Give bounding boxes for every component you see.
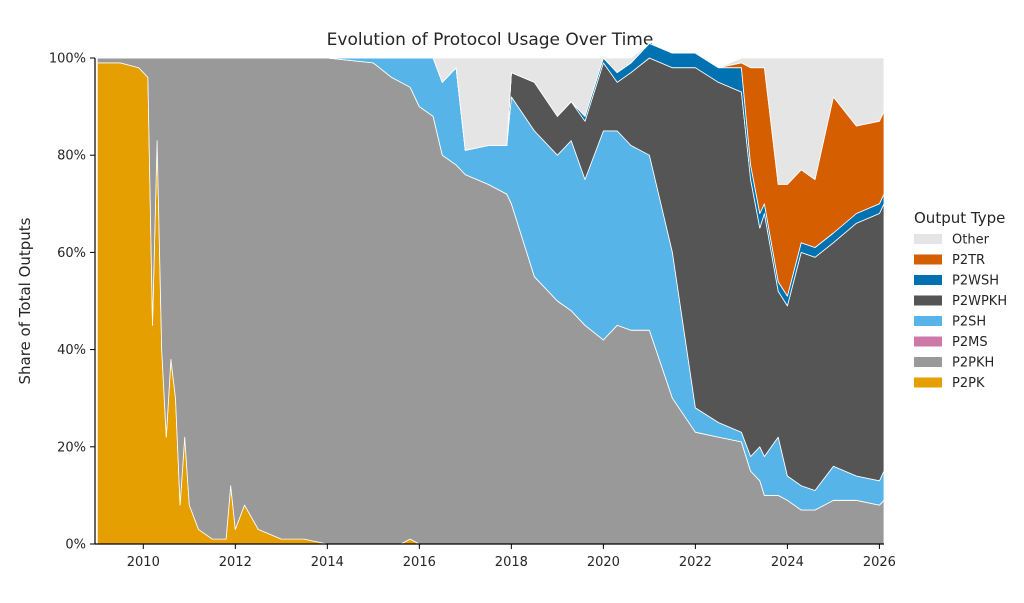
- legend-swatch-p2wpkh: [914, 295, 942, 306]
- legend-swatch-p2pkh: [914, 357, 942, 367]
- legend-label-p2wpkh: P2WPKH: [952, 294, 1007, 309]
- x-tick-label: 2018: [495, 555, 528, 570]
- axes-layer: 0% 20% 40% 60% 80% 100% 2010 2012 2014 2016 2018 20…: [49, 52, 896, 571]
- x-tick-label: 2026: [863, 555, 896, 570]
- legend: Output Type Other P2TR P2WSH P2WPKH P2SH P2MS…: [914, 209, 1007, 391]
- y-tick-label: 40%: [57, 343, 86, 358]
- legend-swatch-p2tr: [914, 254, 942, 265]
- chart-title: Evolution of Protocol Usage Over Time: [327, 30, 654, 50]
- legend-label-other: Other: [952, 233, 990, 248]
- areas-layer: [96, 43, 885, 545]
- y-tick-label: 20%: [57, 440, 86, 455]
- legend-title: Output Type: [914, 209, 1005, 227]
- legend-label-p2ms: P2MS: [952, 335, 988, 350]
- x-tick-label: 2012: [219, 555, 252, 570]
- x-tick-label: 2016: [403, 555, 436, 570]
- legend-label-p2pkh: P2PKH: [952, 356, 994, 371]
- legend-swatch-p2wsh: [914, 275, 942, 285]
- legend-label-p2tr: P2TR: [952, 253, 985, 268]
- x-tick-label: 2024: [771, 555, 804, 570]
- x-tick-label: 2020: [587, 555, 620, 570]
- legend-label-p2pk: P2PK: [952, 376, 985, 391]
- y-tick-label: 60%: [57, 246, 86, 261]
- legend-label-p2sh: P2SH: [952, 315, 986, 330]
- legend-swatch-p2sh: [914, 316, 942, 326]
- legend-swatch-other: [914, 234, 942, 244]
- x-tick-label: 2022: [679, 555, 712, 570]
- legend-label-p2wsh: P2WSH: [952, 274, 999, 289]
- y-axis-title: Share of Total Outputs: [16, 217, 34, 384]
- legend-swatch-p2pk: [914, 377, 942, 388]
- y-tick-label: 80%: [57, 149, 86, 164]
- legend-swatch-p2ms: [914, 336, 942, 347]
- y-tick-label: 100%: [49, 52, 86, 67]
- area-series-other: [96, 43, 885, 185]
- x-tick-label: 2014: [311, 555, 344, 570]
- y-tick-label: 0%: [65, 538, 86, 553]
- x-tick-label: 2010: [127, 555, 160, 570]
